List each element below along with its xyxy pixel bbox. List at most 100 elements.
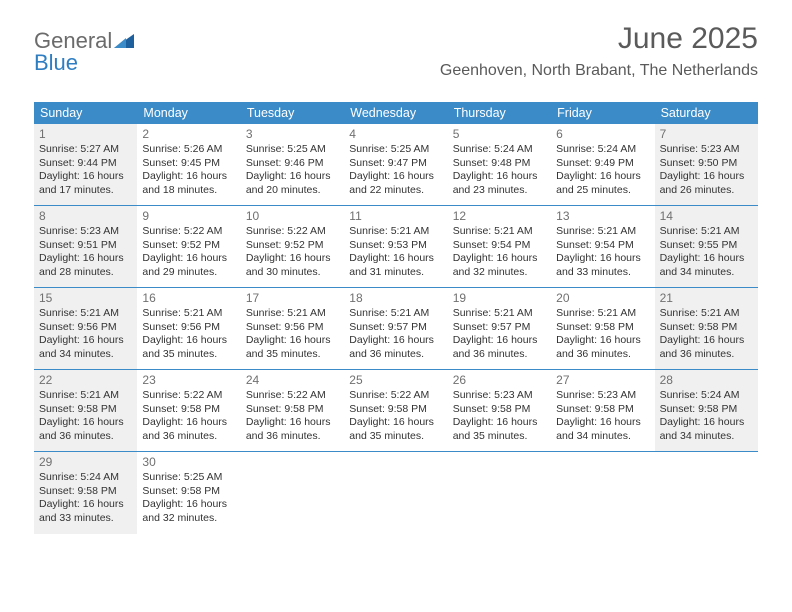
cell-line: Sunset: 9:50 PM [660, 157, 753, 170]
cell-line: Sunset: 9:55 PM [660, 239, 753, 252]
calendar-cell [448, 452, 551, 534]
calendar-cell [344, 452, 447, 534]
cell-line: Sunset: 9:58 PM [556, 321, 649, 334]
day-number: 4 [349, 127, 442, 142]
cell-line: Daylight: 16 hours [246, 170, 339, 183]
day-number: 24 [246, 373, 339, 388]
cell-line: and 36 minutes. [349, 348, 442, 361]
logo-text-2: Blue [34, 50, 78, 76]
day-number: 30 [142, 455, 235, 470]
cell-line: Sunset: 9:58 PM [142, 485, 235, 498]
location-text: Geenhoven, North Brabant, The Netherland… [440, 62, 758, 80]
cell-line: Sunrise: 5:22 AM [349, 389, 442, 402]
cell-line: Daylight: 16 hours [660, 252, 753, 265]
day-number: 3 [246, 127, 339, 142]
day-number: 16 [142, 291, 235, 306]
day-header-row: Sunday Monday Tuesday Wednesday Thursday… [34, 102, 758, 124]
calendar-cell: 5Sunrise: 5:24 AMSunset: 9:48 PMDaylight… [448, 124, 551, 206]
cell-line: and 33 minutes. [39, 512, 132, 525]
cell-line: and 36 minutes. [39, 430, 132, 443]
cell-line: Daylight: 16 hours [39, 252, 132, 265]
cell-line: Sunset: 9:46 PM [246, 157, 339, 170]
cell-line: and 34 minutes. [556, 430, 649, 443]
calendar-cell: 1Sunrise: 5:27 AMSunset: 9:44 PMDaylight… [34, 124, 137, 206]
calendar-cell: 26Sunrise: 5:23 AMSunset: 9:58 PMDayligh… [448, 370, 551, 452]
cell-line: Sunset: 9:53 PM [349, 239, 442, 252]
calendar-cell: 25Sunrise: 5:22 AMSunset: 9:58 PMDayligh… [344, 370, 447, 452]
cell-line: Daylight: 16 hours [142, 498, 235, 511]
cell-line: Daylight: 16 hours [556, 252, 649, 265]
day-number: 27 [556, 373, 649, 388]
cell-line: Sunset: 9:56 PM [246, 321, 339, 334]
cell-line: and 34 minutes. [660, 430, 753, 443]
cell-line: Sunset: 9:58 PM [142, 403, 235, 416]
cell-line: and 29 minutes. [142, 266, 235, 279]
calendar: Sunday Monday Tuesday Wednesday Thursday… [34, 102, 758, 534]
calendar-cell: 13Sunrise: 5:21 AMSunset: 9:54 PMDayligh… [551, 206, 654, 288]
calendar-cell: 27Sunrise: 5:23 AMSunset: 9:58 PMDayligh… [551, 370, 654, 452]
day-header: Wednesday [344, 102, 447, 124]
cell-line: Sunrise: 5:24 AM [39, 471, 132, 484]
cell-line: and 36 minutes. [556, 348, 649, 361]
cell-line: Sunrise: 5:22 AM [142, 389, 235, 402]
cell-line: and 30 minutes. [246, 266, 339, 279]
day-number: 8 [39, 209, 132, 224]
calendar-cell: 19Sunrise: 5:21 AMSunset: 9:57 PMDayligh… [448, 288, 551, 370]
cell-line: Sunset: 9:56 PM [39, 321, 132, 334]
cell-line: Sunrise: 5:24 AM [453, 143, 546, 156]
cell-line: Daylight: 16 hours [453, 252, 546, 265]
cell-line: Sunrise: 5:26 AM [142, 143, 235, 156]
calendar-cell [551, 452, 654, 534]
calendar-cell: 6Sunrise: 5:24 AMSunset: 9:49 PMDaylight… [551, 124, 654, 206]
cell-line: and 32 minutes. [142, 512, 235, 525]
calendar-cell: 9Sunrise: 5:22 AMSunset: 9:52 PMDaylight… [137, 206, 240, 288]
cell-line: and 26 minutes. [660, 184, 753, 197]
cell-line: Daylight: 16 hours [246, 252, 339, 265]
cell-line: Daylight: 16 hours [142, 334, 235, 347]
cell-line: Daylight: 16 hours [453, 334, 546, 347]
cell-line: Daylight: 16 hours [660, 170, 753, 183]
cell-line: Sunset: 9:49 PM [556, 157, 649, 170]
cell-line: Sunset: 9:57 PM [453, 321, 546, 334]
cell-line: Sunrise: 5:21 AM [39, 389, 132, 402]
calendar-cell: 12Sunrise: 5:21 AMSunset: 9:54 PMDayligh… [448, 206, 551, 288]
cell-line: Sunrise: 5:23 AM [556, 389, 649, 402]
cell-line: Daylight: 16 hours [39, 498, 132, 511]
cell-line: Sunset: 9:52 PM [142, 239, 235, 252]
calendar-cell: 22Sunrise: 5:21 AMSunset: 9:58 PMDayligh… [34, 370, 137, 452]
calendar-cell: 24Sunrise: 5:22 AMSunset: 9:58 PMDayligh… [241, 370, 344, 452]
cell-line: Sunrise: 5:21 AM [453, 225, 546, 238]
calendar-cell [655, 452, 758, 534]
cell-line: Sunset: 9:57 PM [349, 321, 442, 334]
day-number: 29 [39, 455, 132, 470]
cell-line: and 23 minutes. [453, 184, 546, 197]
day-number: 23 [142, 373, 235, 388]
day-number: 2 [142, 127, 235, 142]
cell-line: Daylight: 16 hours [453, 170, 546, 183]
day-number: 25 [349, 373, 442, 388]
cell-line: Sunrise: 5:23 AM [453, 389, 546, 402]
day-number: 22 [39, 373, 132, 388]
calendar-cell: 28Sunrise: 5:24 AMSunset: 9:58 PMDayligh… [655, 370, 758, 452]
cell-line: Daylight: 16 hours [453, 416, 546, 429]
cell-line: Sunrise: 5:27 AM [39, 143, 132, 156]
cell-line: Daylight: 16 hours [660, 416, 753, 429]
cell-line: Sunset: 9:58 PM [556, 403, 649, 416]
day-header: Tuesday [241, 102, 344, 124]
cell-line: Daylight: 16 hours [142, 170, 235, 183]
cell-line: and 34 minutes. [39, 348, 132, 361]
cell-line: Sunrise: 5:21 AM [349, 307, 442, 320]
calendar-cell: 2Sunrise: 5:26 AMSunset: 9:45 PMDaylight… [137, 124, 240, 206]
cell-line: and 35 minutes. [349, 430, 442, 443]
calendar-cell: 10Sunrise: 5:22 AMSunset: 9:52 PMDayligh… [241, 206, 344, 288]
cell-line: Sunset: 9:48 PM [453, 157, 546, 170]
cell-line: Sunset: 9:58 PM [660, 321, 753, 334]
cell-line: Sunset: 9:45 PM [142, 157, 235, 170]
day-number: 21 [660, 291, 753, 306]
calendar-cell: 30Sunrise: 5:25 AMSunset: 9:58 PMDayligh… [137, 452, 240, 534]
cell-line: and 25 minutes. [556, 184, 649, 197]
day-number: 19 [453, 291, 546, 306]
cell-line: Daylight: 16 hours [39, 334, 132, 347]
cell-line: Sunrise: 5:25 AM [246, 143, 339, 156]
cell-line: Sunrise: 5:21 AM [349, 225, 442, 238]
